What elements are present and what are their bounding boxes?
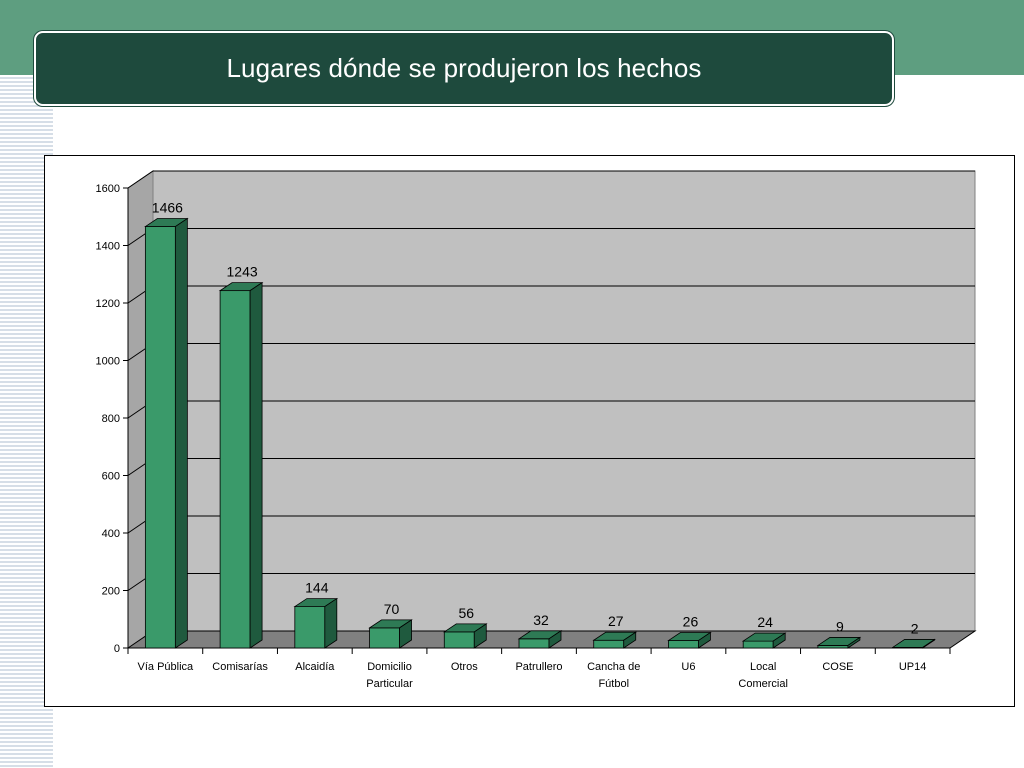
y-tick-label-8: 1600 [96, 183, 120, 195]
category-label-3-1: Particular [366, 678, 413, 690]
bar-3-side [399, 619, 412, 649]
category-label-8-0: Local [750, 661, 776, 673]
data-label-9: 9 [836, 618, 844, 634]
y-tick-label-2: 400 [102, 528, 120, 540]
category-label-0-0: Vía Pública [138, 661, 195, 673]
bar-6-front [593, 639, 625, 649]
slide-title: Lugares dónde se produjeron los hechos [226, 53, 702, 83]
bar-9-side [847, 636, 861, 649]
category-label-8-1: Comercial [738, 678, 788, 690]
data-label-10: 2 [911, 620, 919, 636]
data-label-5: 32 [533, 612, 549, 628]
bar-6-side [623, 631, 637, 649]
bar-0-front [144, 226, 176, 649]
category-label-7-0: U6 [681, 661, 695, 673]
data-label-4: 56 [458, 605, 474, 621]
category-label-6-1: Fútbol [598, 678, 629, 690]
bar-7-side [698, 631, 711, 649]
data-label-6: 27 [608, 613, 624, 629]
data-label-1: 1243 [227, 264, 258, 280]
bar-8-front [742, 640, 774, 649]
category-label-4-0: Otros [451, 661, 478, 673]
y-tick-label-7: 1400 [96, 241, 120, 253]
data-label-0: 1466 [152, 200, 183, 216]
bar-7-front [668, 640, 699, 649]
bar-5-side [548, 630, 562, 649]
category-label-6-0: Cancha de [587, 661, 640, 673]
category-label-1-0: Comisarías [212, 661, 268, 673]
bar-5-front [518, 638, 550, 649]
y-tick-label-5: 1000 [96, 356, 120, 368]
category-label-9-0: COSE [822, 661, 853, 673]
bar-2-side [324, 597, 338, 649]
data-label-3: 70 [384, 601, 400, 617]
y-tick-label-6: 1200 [96, 298, 120, 310]
bar-4-front [443, 631, 475, 649]
bar-3-front [369, 627, 400, 649]
y-tick-label-3: 600 [102, 471, 120, 483]
bar-8-side [772, 632, 786, 649]
y-tick-label-1: 200 [102, 586, 120, 598]
gridline-8 [127, 170, 975, 189]
bar-chart: 0 200 400 600 800 1000 1200 1400 1600 1466 Vía Púb… [96, 170, 977, 690]
title-box: Lugares dónde se produjeron los hechos [34, 31, 894, 106]
category-label-3-0: Domicilio [367, 661, 412, 673]
bar-1-side [249, 281, 263, 649]
bar-0-side [174, 217, 188, 649]
bar-4-side [473, 623, 487, 649]
y-tick-label-4: 800 [102, 413, 120, 425]
bar-2-front [294, 606, 326, 649]
bar-1-front [219, 290, 251, 649]
chart-frame: 0 200 400 600 800 1000 1200 1400 1600 1466 Vía Púb… [44, 155, 1015, 707]
data-label-7: 26 [683, 614, 699, 630]
data-label-8: 24 [757, 614, 773, 630]
category-label-5-0: Patrullero [515, 661, 562, 673]
data-label-2: 144 [305, 580, 329, 596]
category-label-10-0: UP14 [899, 661, 927, 673]
y-tick-label-0: 0 [114, 643, 120, 655]
category-label-2-0: Alcaidía [295, 661, 335, 673]
bar-10-side [922, 638, 936, 649]
